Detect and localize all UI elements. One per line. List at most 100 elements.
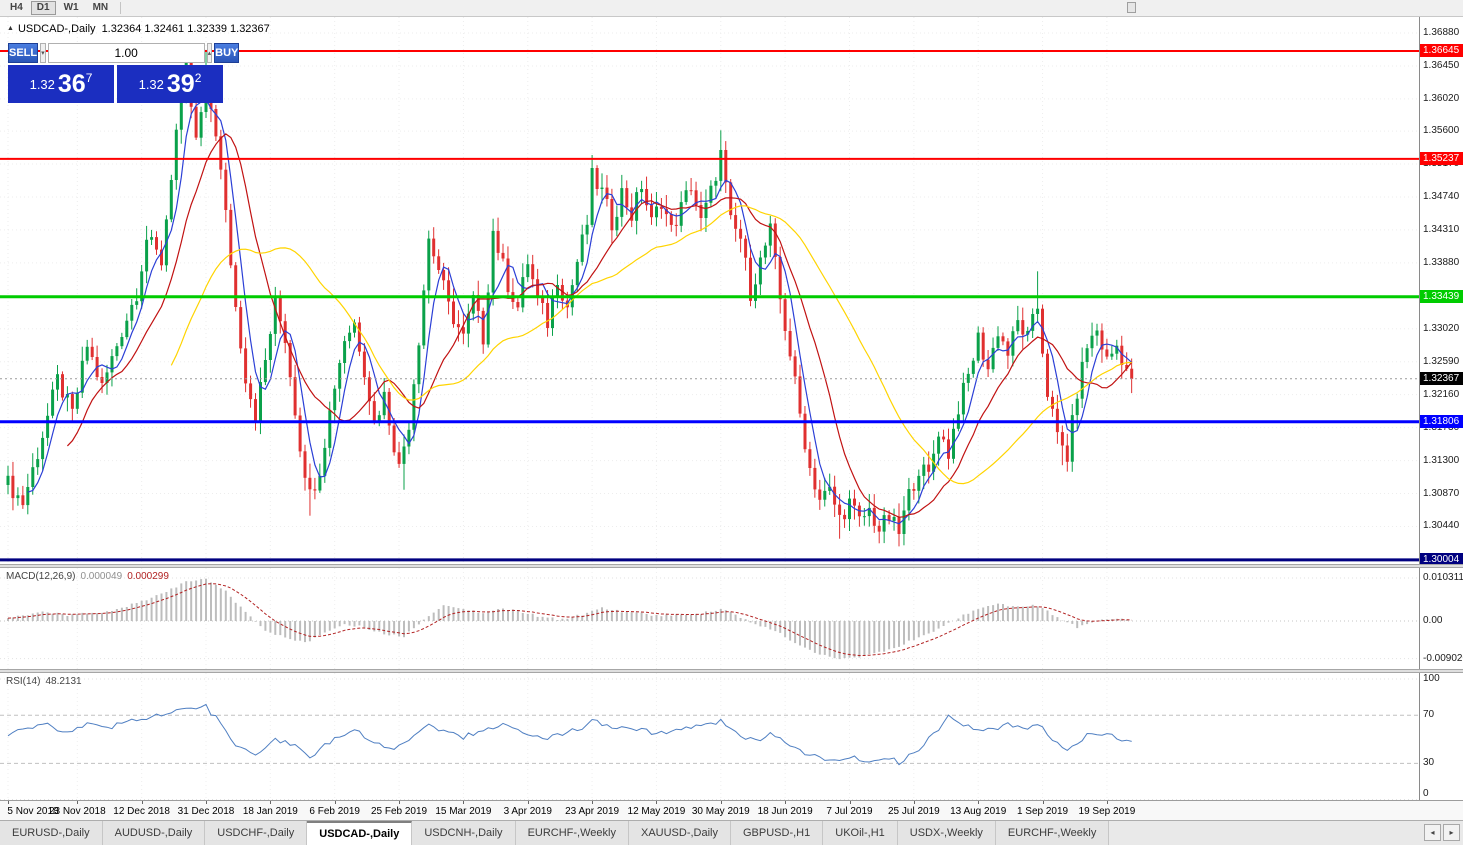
date-tick bbox=[399, 801, 401, 804]
timeframe-button-d1[interactable]: D1 bbox=[30, 1, 56, 15]
date-label: 23 Apr 2019 bbox=[565, 806, 620, 817]
tab-usdx-weekly[interactable]: USDX-,Weekly bbox=[897, 821, 996, 845]
volume-input[interactable] bbox=[47, 43, 205, 63]
candle-body bbox=[318, 475, 322, 491]
price-axis-label: 1.30440 bbox=[1423, 520, 1460, 532]
candle-body bbox=[922, 464, 926, 476]
candle-body bbox=[382, 391, 386, 416]
date-tick bbox=[334, 801, 336, 804]
macd-chart[interactable] bbox=[0, 568, 1419, 669]
candle-body bbox=[971, 360, 975, 374]
tab-eurchf-weekly[interactable]: EURCHF-,Weekly bbox=[515, 821, 629, 845]
date-axis[interactable]: 5 Nov 2018 23 Nov 2018 12 Dec 2018 31 Dec 2… bbox=[0, 800, 1463, 820]
date-tick bbox=[978, 801, 980, 804]
tab-scroll-right-button[interactable]: ▸ bbox=[1443, 824, 1460, 841]
candle-body bbox=[778, 256, 782, 300]
candle-body bbox=[1085, 348, 1089, 362]
volume-increase-button[interactable]: ▴ bbox=[206, 43, 213, 63]
tab-usdcnh-daily[interactable]: USDCNH-,Daily bbox=[412, 821, 516, 845]
date-tick bbox=[8, 801, 9, 804]
buy-button[interactable]: BUY bbox=[214, 43, 240, 63]
tab-bar: EURUSD-,Daily AUDUSD-,Daily USDCHF-,Daily U… bbox=[0, 820, 1463, 845]
candle-body bbox=[115, 346, 119, 357]
candle-body bbox=[1001, 336, 1005, 342]
candle-body bbox=[11, 475, 15, 499]
candle-body bbox=[516, 302, 520, 308]
tab-xauusd-daily[interactable]: XAUUSD-,Daily bbox=[628, 821, 731, 845]
candle-body bbox=[234, 265, 238, 307]
main-chart-panel: ▲ USDCAD-,Daily 1.32364 1.32461 1.32339 1.… bbox=[0, 17, 1419, 564]
candle-body bbox=[551, 297, 554, 329]
candle-body bbox=[1100, 330, 1104, 350]
candle-body bbox=[476, 295, 480, 311]
tab-eurchf-weekly[interactable]: EURCHF-,Weekly bbox=[995, 821, 1110, 845]
price-level-tag[interactable]: 1.35237 bbox=[1420, 151, 1463, 165]
candle-body bbox=[179, 91, 183, 130]
candle-body bbox=[808, 449, 812, 468]
date-tick bbox=[913, 801, 915, 804]
price-level-tag[interactable]: 1.31806 bbox=[1420, 414, 1463, 428]
tab-usdcad-daily[interactable]: USDCAD-,Daily bbox=[307, 821, 413, 845]
date-tick bbox=[77, 801, 79, 804]
macd-main-value: 0.000049 bbox=[80, 571, 123, 582]
macd-label: MACD(12,26,9) 0.000049 0.000299 bbox=[6, 571, 169, 582]
candle-body bbox=[679, 202, 683, 226]
price-axis-label: 1.36450 bbox=[1423, 59, 1460, 71]
candle-body bbox=[1041, 308, 1044, 354]
price-level-tag[interactable]: 1.30004 bbox=[1420, 552, 1463, 564]
candle-body bbox=[333, 388, 337, 411]
panel-splitter[interactable] bbox=[0, 564, 1463, 568]
candle-body bbox=[432, 238, 436, 257]
date-label: 19 Sep 2019 bbox=[1078, 806, 1136, 817]
sell-price-display[interactable]: 1.32 36 7 bbox=[8, 65, 114, 103]
tab-gbpusd-h1[interactable]: GBPUSD-,H1 bbox=[731, 821, 824, 845]
trade-controls-row: SELL ▾ ▴ BUY bbox=[8, 43, 240, 63]
tab-eurusd-daily[interactable]: EURUSD-,Daily bbox=[0, 821, 103, 845]
candle-body bbox=[1065, 445, 1069, 462]
candle-body bbox=[892, 517, 896, 521]
date-label: 7 Jul 2019 bbox=[826, 806, 873, 817]
date-tick bbox=[527, 801, 529, 804]
timeframe-toolbar: H4 D1 W1 MN bbox=[0, 0, 1463, 17]
chart-title: ▲ USDCAD-,Daily 1.32364 1.32461 1.32339 1.… bbox=[7, 23, 270, 35]
candle-body bbox=[308, 477, 312, 490]
candle-body bbox=[729, 182, 733, 216]
candle-body bbox=[160, 249, 163, 266]
candle-body bbox=[937, 436, 941, 454]
sell-button[interactable]: SELL bbox=[8, 43, 39, 63]
candle-body bbox=[838, 504, 842, 515]
rsi-chart[interactable] bbox=[0, 673, 1419, 800]
tab-audusd-daily[interactable]: AUDUSD-,Daily bbox=[102, 821, 206, 845]
volume-decrease-button[interactable]: ▾ bbox=[40, 43, 46, 63]
timeframe-button-h4[interactable]: H4 bbox=[10, 2, 23, 13]
candle-body bbox=[664, 208, 668, 215]
timeframe-button-w1[interactable]: W1 bbox=[63, 2, 79, 13]
scroll-left-icon: ◂ bbox=[1430, 828, 1435, 837]
candle-body bbox=[447, 280, 451, 302]
buy-price-display[interactable]: 1.32 39 2 bbox=[117, 65, 223, 103]
price-level-tag[interactable]: 1.36645 bbox=[1420, 44, 1463, 58]
candle-body bbox=[303, 451, 307, 478]
one-click-collapse-icon[interactable]: ▲ bbox=[7, 25, 14, 32]
tab-ukoil-h1[interactable]: UKOil-,H1 bbox=[823, 821, 898, 845]
candle-body bbox=[323, 447, 327, 476]
tab-scroll-left-button[interactable]: ◂ bbox=[1424, 824, 1441, 841]
price-level-tag[interactable]: 1.33439 bbox=[1420, 289, 1463, 303]
candle-body bbox=[348, 332, 352, 342]
price-axis-label: 1.36020 bbox=[1423, 92, 1460, 104]
tab-usdchf-daily[interactable]: USDCHF-,Daily bbox=[205, 821, 308, 845]
candle-body bbox=[739, 228, 743, 239]
timeframe-button-mn[interactable]: MN bbox=[92, 2, 109, 13]
candle-body bbox=[491, 230, 495, 293]
candle-body bbox=[580, 234, 584, 262]
candle-body bbox=[615, 216, 619, 231]
toolbar-drag-handle[interactable] bbox=[1127, 2, 1136, 13]
candle-body bbox=[862, 516, 866, 518]
price-axis-label: 1.32590 bbox=[1423, 355, 1460, 367]
candle-body bbox=[31, 467, 35, 487]
candle-body bbox=[244, 348, 248, 384]
candle-body bbox=[239, 307, 243, 349]
panel-splitter-2[interactable] bbox=[0, 669, 1463, 673]
date-tick bbox=[1042, 801, 1044, 804]
chart-tabs: EURUSD-,Daily AUDUSD-,Daily USDCHF-,Daily U… bbox=[0, 821, 1110, 845]
